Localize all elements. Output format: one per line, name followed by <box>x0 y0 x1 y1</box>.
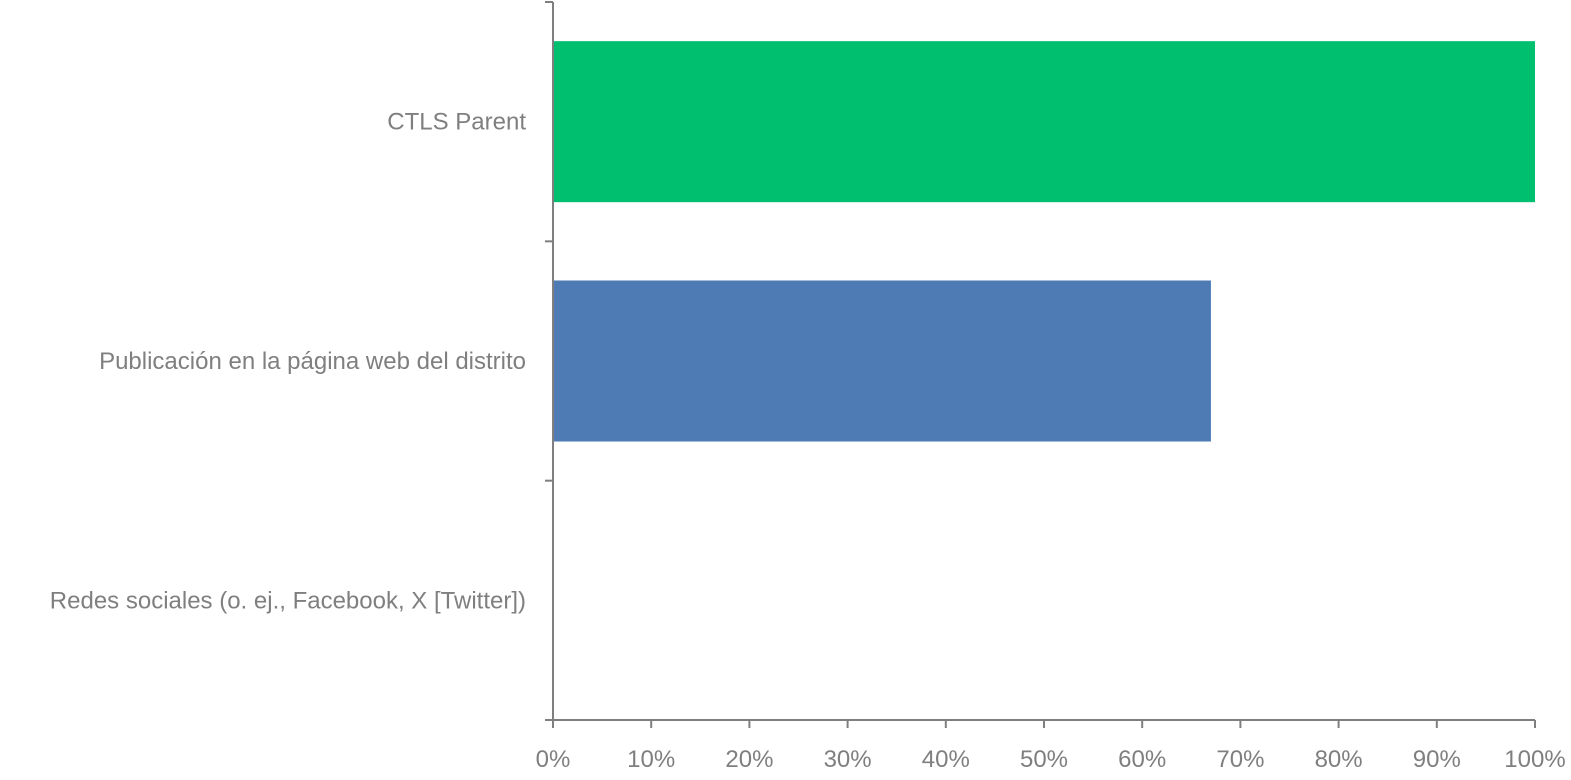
category-label-1: CTLS Parent <box>387 109 526 136</box>
x-tick-label-10: 100% <box>1504 746 1565 773</box>
category-label-3: Redes sociales (o. ej., Facebook, X [Twi… <box>50 587 526 614</box>
x-tick-label-3: 30% <box>824 746 872 773</box>
x-tick-label-6: 60% <box>1118 746 1166 773</box>
x-tick-label-0: 0% <box>536 746 571 773</box>
x-tick-label-9: 90% <box>1413 746 1461 773</box>
x-tick-label-5: 50% <box>1020 746 1068 773</box>
category-label-2: Publicación en la página web del distrit… <box>99 348 526 375</box>
bars-group <box>553 41 1535 441</box>
x-tick-label-2: 20% <box>725 746 773 773</box>
x-tick-label-7: 70% <box>1216 746 1264 773</box>
bar-2 <box>553 281 1211 442</box>
x-tick-label-4: 40% <box>922 746 970 773</box>
x-tick-label-8: 80% <box>1315 746 1363 773</box>
bar-1 <box>553 41 1535 202</box>
x-tick-label-1: 10% <box>627 746 675 773</box>
